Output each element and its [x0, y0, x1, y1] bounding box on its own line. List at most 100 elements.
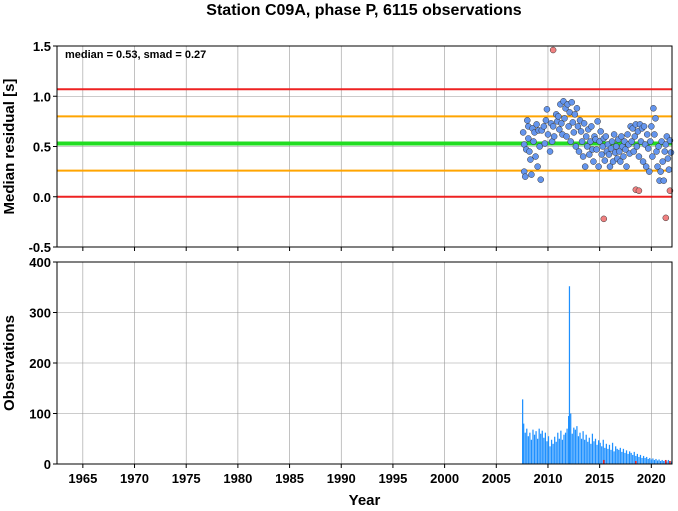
residual-point: [594, 118, 601, 125]
residual-point: [526, 148, 533, 155]
residual-point: [666, 137, 674, 144]
residual-point: [606, 163, 614, 170]
residual-point: [588, 123, 595, 130]
observation-bar: [641, 457, 643, 464]
y-tick-label: 1.5: [33, 39, 51, 54]
residual-point: [659, 158, 666, 165]
residual-point: [521, 173, 529, 180]
residual-point: [624, 131, 631, 138]
observation-bar: [523, 423, 525, 464]
residual-point: [650, 105, 657, 112]
observation-bar: [608, 444, 611, 464]
x-tick-label: 1980: [223, 471, 252, 486]
residual-point: [651, 131, 658, 138]
residual-point: [534, 163, 541, 170]
observation-bar: [590, 443, 592, 464]
residual-point: [639, 158, 647, 165]
observation-bar: [621, 451, 623, 464]
residual-point: [579, 153, 587, 160]
observation-bar: [537, 438, 539, 464]
residual-point: [544, 131, 552, 138]
observation-bar: [574, 429, 576, 464]
residual-point: [646, 168, 653, 175]
residual-point: [563, 133, 570, 140]
residual-point: [527, 156, 534, 163]
observation-bar: [611, 442, 614, 464]
observation-bar: [530, 439, 533, 464]
residual-point: [572, 143, 580, 150]
residual-point: [610, 131, 618, 138]
x-tick-label: 2015: [585, 471, 614, 486]
observation-bar: [650, 459, 652, 464]
observation-bar: [601, 446, 603, 464]
residual-point: [662, 141, 670, 148]
residual-point: [633, 143, 641, 150]
observation-bar: [661, 459, 663, 464]
residual-point: [657, 168, 664, 175]
residual-point: [628, 138, 635, 145]
residual-point: [642, 163, 650, 170]
residual-point: [568, 99, 575, 106]
observation-bar: [532, 429, 534, 464]
observation-bar: [580, 438, 583, 464]
observation-bar: [635, 455, 637, 464]
residual-point: [582, 133, 590, 140]
residual-point: [622, 146, 629, 153]
residual-point: [647, 138, 654, 145]
residual-point: [549, 123, 557, 130]
residual-point: [620, 153, 627, 160]
y-tick-label: 0.0: [33, 190, 51, 205]
observation-bar: [663, 460, 665, 464]
observation-bar: [604, 447, 606, 464]
observations-y-axis-label: Observations: [1, 315, 18, 411]
x-tick-label: 2005: [482, 471, 511, 486]
residual-point: [525, 135, 532, 142]
residual-point: [541, 140, 549, 147]
residual-point: [648, 123, 655, 130]
observation-bar: [644, 457, 646, 464]
y-tick-label: 0.5: [33, 140, 51, 155]
observation-bar: [639, 454, 642, 464]
observation-bar: [625, 450, 628, 464]
residual-y-ticks: -0.5 0.0 0.5 1.0 1.5: [29, 39, 57, 255]
x-tick-label: 2010: [534, 471, 563, 486]
residual-x-ticks: [82, 247, 652, 251]
residual-points: [519, 46, 675, 223]
outlier-point: [600, 215, 608, 223]
residual-y-axis-label: Median residual [s]: [1, 79, 18, 215]
observation-bar: [622, 448, 625, 464]
residual-point: [602, 133, 610, 140]
observation-bar: [619, 447, 621, 464]
observation-bar: [658, 459, 660, 464]
observation-bar: [610, 449, 612, 464]
observation-bar: [627, 453, 629, 464]
x-axis-label: Year: [349, 492, 381, 509]
residual-point: [571, 111, 579, 118]
observation-bar: [633, 451, 635, 464]
observation-bar: [570, 413, 572, 464]
residual-point: [532, 153, 539, 160]
y-tick-label: 300: [29, 306, 51, 321]
observation-bar: [615, 446, 617, 464]
observation-bar: [544, 432, 547, 464]
residual-point: [631, 133, 639, 140]
observation-bar: [573, 427, 575, 464]
residual-point: [574, 123, 582, 130]
residual-point: [580, 120, 588, 127]
residual-point: [546, 148, 554, 155]
residual-point: [630, 148, 638, 155]
residual-point: [660, 177, 667, 184]
observation-bar: [585, 434, 587, 464]
observation-bar: [607, 448, 609, 464]
residual-point: [640, 123, 648, 130]
residual-point: [575, 148, 583, 155]
observation-bar: [561, 439, 564, 464]
x-tick-label: 2020: [637, 471, 666, 486]
observation-bar: [547, 436, 550, 464]
observation-bar: [642, 455, 645, 464]
residual-point: [524, 117, 531, 124]
residual-panel: -0.5 0.0 0.5 1.0 1.5 median = 0.53, smad = 0…: [1, 39, 675, 255]
residual-point: [550, 133, 558, 140]
observation-bar: [636, 453, 638, 464]
